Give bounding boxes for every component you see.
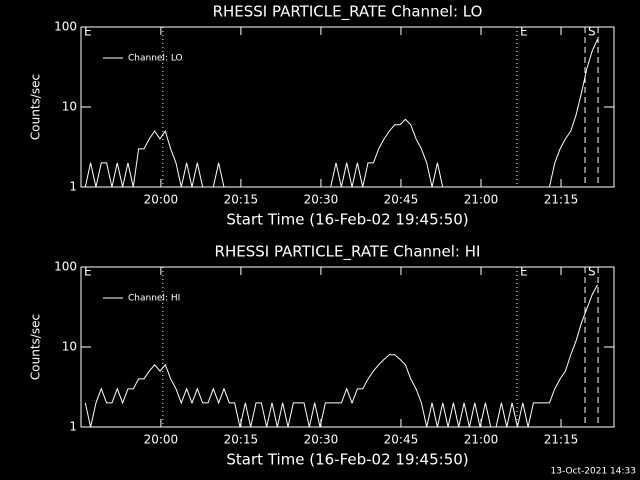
x-axis-label: Start Time (16-Feb-02 19:45:50): [226, 451, 468, 469]
y-tick-label: 1: [69, 180, 77, 194]
marker-label: S: [588, 265, 596, 279]
x-tick-label: 20:45: [384, 433, 419, 447]
marker-label: E: [84, 25, 92, 39]
marker-label: S: [588, 25, 596, 39]
marker-label: E: [520, 25, 528, 39]
marker-label: E: [520, 265, 528, 279]
x-tick-label: 21:00: [464, 193, 499, 207]
y-axis-label: Counts/sec: [29, 74, 43, 140]
legend-label: Channel: HI: [128, 294, 180, 304]
x-tick-label: 20:30: [304, 433, 339, 447]
x-tick-label: 20:00: [144, 193, 179, 207]
y-tick-label: 10: [62, 340, 77, 354]
data-line: [84, 39, 598, 188]
x-tick-label: 20:45: [384, 193, 419, 207]
x-tick-label: 20:15: [224, 193, 259, 207]
y-tick-label: 10: [62, 100, 77, 114]
marker-label: E: [84, 265, 92, 279]
y-tick-label: 1: [69, 420, 77, 434]
x-tick-label: 20:15: [224, 433, 259, 447]
x-axis-label: Start Time (16-Feb-02 19:45:50): [226, 211, 468, 229]
y-tick-label: 100: [54, 20, 77, 34]
plot-frame: [80, 26, 615, 188]
data-line: [84, 284, 598, 428]
legend-label: Channel: LO: [128, 54, 183, 64]
chart-title: RHESSI PARTICLE_RATE Channel: HI: [215, 243, 481, 262]
y-axis-label: Counts/sec: [29, 314, 43, 380]
y-tick-label: 100: [54, 260, 77, 274]
x-tick-label: 21:00: [464, 433, 499, 447]
chart-title: RHESSI PARTICLE_RATE Channel: LO: [213, 3, 483, 22]
x-tick-label: 20:00: [144, 433, 179, 447]
x-tick-label: 21:15: [544, 193, 579, 207]
footer: 13-Oct-2021 14:33: [551, 467, 636, 477]
x-tick-label: 20:30: [304, 193, 339, 207]
x-tick-label: 21:15: [544, 433, 579, 447]
